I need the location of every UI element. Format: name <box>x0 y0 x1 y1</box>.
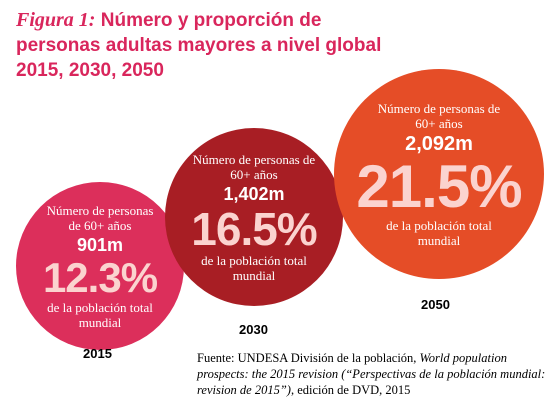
title-line2: personas adultas mayores a nivel global <box>16 35 382 56</box>
bubble-2030-label-top: Número de personas de 60+ años <box>192 151 316 182</box>
bubble-2050: Número de personas de 60+ años 2,092m 21… <box>334 69 544 279</box>
bubble-2050-count: 2,092m <box>405 132 473 155</box>
bubble-2030-count: 1,402m <box>223 183 285 204</box>
bubble-2050-percent: 21.5% <box>356 152 522 220</box>
year-label-2015: 2015 <box>83 346 112 361</box>
bubble-2050-label-bottom: de la población total mundial <box>386 217 492 248</box>
bubble-2015-label-bottom: de la población total mundial <box>47 299 153 330</box>
bubble-2030-label-bottom: de la población total mundial <box>201 252 307 283</box>
source-note: Fuente: UNDESA División de la población,… <box>197 350 547 398</box>
source-prefix: Fuente: UNDESA División de la población, <box>197 351 420 365</box>
figure-label: Figura 1: <box>16 9 96 31</box>
source-title: World population prospects: the 2015 rev… <box>197 351 546 397</box>
chart-title: Figura 1: Número y proporción de persona… <box>16 8 396 83</box>
bubble-2015-count: 901m <box>76 234 124 255</box>
source-suffix: , edición de DVD, 2015 <box>290 383 411 397</box>
title-years: 2015, 2030, 2050 <box>16 60 164 81</box>
bubble-2030-percent: 16.5% <box>191 202 317 255</box>
bubble-2015: Número de personas de 60+ años 901m 12.3… <box>16 182 184 350</box>
bubble-2050-label-top: Número de personas de 60+ años <box>377 100 501 131</box>
bubble-2015-label-top: Número de personas de 60+ años <box>46 202 154 233</box>
bubble-2030: Número de personas de 60+ años 1,402m 16… <box>165 128 343 306</box>
year-label-2030: 2030 <box>239 322 268 337</box>
bubble-2015-percent: 12.3% <box>42 253 158 301</box>
title-line1: Número y proporción de <box>100 10 322 31</box>
year-label-2050: 2050 <box>421 297 450 312</box>
